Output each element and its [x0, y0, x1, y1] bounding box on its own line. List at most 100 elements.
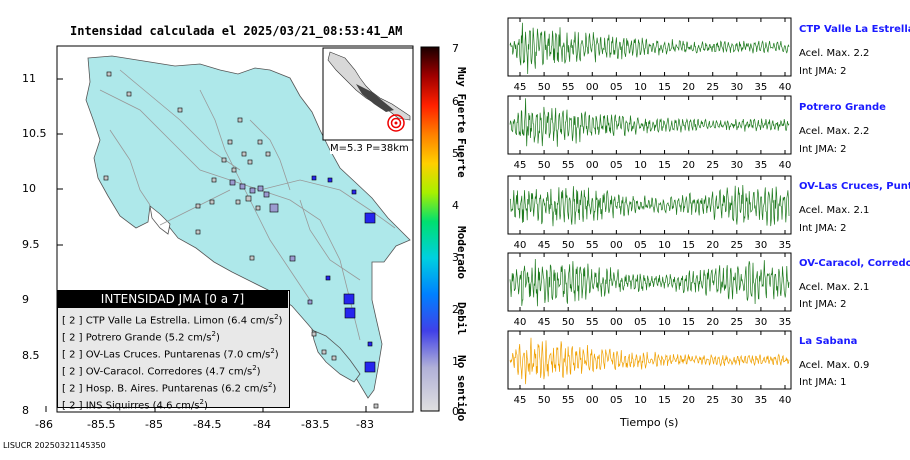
- time-tick-label: 25: [706, 82, 719, 93]
- time-axis-label: Tiempo (s): [620, 416, 679, 429]
- map-x-tick: -83: [356, 418, 374, 431]
- station-jma: Int JMA: 2: [799, 66, 847, 77]
- time-tick-label: 20: [682, 82, 695, 93]
- colorbar-label: No sentido: [455, 355, 468, 422]
- map-y-tick: 10: [22, 182, 36, 195]
- waveform-panel: 40 45 50 55 00 05 10 15 20 25 30 35: [507, 252, 792, 328]
- time-tick-label: 50: [538, 160, 551, 171]
- time-tick-label: 10: [634, 395, 647, 406]
- legend-item: [ 2 ] CTP Valle La Estrella. Limon (6.4 …: [62, 313, 283, 327]
- time-tick-label: 05: [634, 317, 647, 328]
- legend-panel: [57, 290, 290, 408]
- station-jma: Int JMA: 2: [799, 144, 847, 155]
- time-tick-label: 25: [706, 395, 719, 406]
- station-name: CTP Valle La Estrella, L: [799, 24, 910, 35]
- waveform-panel: 45 50 55 00 05 10 15 20 25 30 35 40: [507, 330, 792, 406]
- legend-title: INTENSIDAD JMA [0 a 7]: [57, 290, 288, 308]
- time-tick-label: 00: [610, 240, 623, 251]
- waveform-trace: [509, 337, 790, 385]
- legend-item: [ 2 ] INS Siquirres (4.6 cm/s2): [62, 398, 208, 412]
- station-name: La Sabana: [799, 336, 858, 347]
- time-tick-label: 15: [682, 240, 695, 251]
- time-tick-label: 30: [755, 240, 768, 251]
- station-acel: Acel. Max. 2.1: [799, 205, 870, 216]
- time-tick-label: 55: [562, 395, 575, 406]
- time-tick-label: 10: [658, 240, 671, 251]
- time-tick-label: 25: [730, 317, 743, 328]
- time-tick-label: 50: [538, 82, 551, 93]
- time-tick-label: 15: [658, 395, 671, 406]
- waveform-panel: 40 45 50 55 00 05 10 15 20 25 30 35: [507, 175, 792, 251]
- time-tick-label: 40: [779, 160, 792, 171]
- footer-id: LISUCR 20250321145350: [3, 441, 106, 450]
- time-tick-label: 05: [610, 160, 623, 171]
- colorbar-tick: 5: [452, 147, 459, 160]
- waveform-panel: 45 50 55 00 05 10 15 20 25 30 35 40: [507, 17, 792, 93]
- map-y-tick: 8.5: [22, 349, 40, 362]
- time-tick-label: 20: [706, 240, 719, 251]
- station-acel: Acel. Max. 2.2: [799, 48, 870, 59]
- time-tick-label: 30: [730, 160, 743, 171]
- map-x-tick: -84: [253, 418, 271, 431]
- time-tick-label: 45: [514, 160, 527, 171]
- waveform-trace: [509, 98, 790, 147]
- colorbar-tick: 0: [452, 405, 459, 418]
- waveform-trace: [509, 184, 790, 227]
- time-tick-label: 05: [634, 240, 647, 251]
- map-x-tick: -85.5: [87, 418, 116, 431]
- time-tick-label: 30: [730, 395, 743, 406]
- time-tick-label: 25: [730, 240, 743, 251]
- inset-magnitude-label: M=5.3 P=38km: [330, 143, 409, 154]
- legend-item: [ 2 ] Potrero Grande (5.2 cm/s2): [62, 330, 220, 344]
- map-y-tick: 9.5: [22, 238, 40, 251]
- time-tick-label: 50: [562, 317, 575, 328]
- intensity-colorbar: [420, 46, 440, 412]
- colorbar-label: Fuerte: [455, 138, 468, 178]
- epicenter-marker: [387, 114, 405, 132]
- time-tick-label: 35: [755, 395, 768, 406]
- station-name: OV-Las Cruces, Puntar: [799, 181, 910, 192]
- map-x-tick: -85: [145, 418, 163, 431]
- time-tick-label: 55: [562, 82, 575, 93]
- map-x-tick: -86: [35, 418, 53, 431]
- colorbar-label: Debil: [455, 302, 468, 336]
- time-tick-label: 55: [562, 160, 575, 171]
- station-acel: Acel. Max. 2.1: [799, 282, 870, 293]
- waveform-trace: [509, 22, 790, 75]
- time-tick-label: 40: [514, 317, 527, 328]
- station-name: OV-Caracol, Corredore: [799, 258, 910, 269]
- waveform-trace: [509, 258, 790, 307]
- time-tick-label: 20: [682, 160, 695, 171]
- station-markers: [103, 71, 379, 409]
- legend-item: [ 2 ] OV-Las Cruces. Puntarenas (7.0 cm/…: [62, 347, 279, 361]
- colorbar-tick: 2: [452, 303, 459, 316]
- costa-rica-landmass: [85, 55, 411, 399]
- colorbar-tick: 6: [452, 95, 459, 108]
- time-tick-label: 30: [730, 82, 743, 93]
- time-tick-label: 45: [514, 395, 527, 406]
- map-y-tick: 10.5: [22, 127, 47, 140]
- waveform-panels: 45 50 55 00 05 10 15 20 25 30 35 40 45 50 55 00 05 10 15 20…: [507, 17, 792, 406]
- time-tick-label: 45: [514, 82, 527, 93]
- colorbar-tick: 4: [452, 199, 459, 212]
- time-tick-label: 40: [779, 395, 792, 406]
- time-tick-label: 15: [682, 317, 695, 328]
- time-tick-label: 40: [779, 82, 792, 93]
- map-y-tick: 9: [22, 293, 29, 306]
- map-y-tick: 8: [22, 404, 29, 417]
- time-tick-label: 45: [538, 317, 551, 328]
- waveform-panel: 45 50 55 00 05 10 15 20 25 30 35 40: [507, 95, 792, 171]
- time-tick-label: 10: [658, 317, 671, 328]
- station-name: Potrero Grande: [799, 102, 886, 113]
- time-tick-label: 05: [610, 82, 623, 93]
- time-tick-label: 15: [658, 160, 671, 171]
- map-x-tick: -84.5: [193, 418, 222, 431]
- time-tick-label: 50: [538, 395, 551, 406]
- colorbar-tick: 7: [452, 42, 459, 55]
- time-tick-label: 00: [586, 160, 599, 171]
- station-acel: Acel. Max. 0.9: [799, 360, 870, 371]
- station-jma: Int JMA: 2: [799, 223, 847, 234]
- time-tick-label: 55: [586, 317, 599, 328]
- time-tick-label: 20: [706, 317, 719, 328]
- legend-item: [ 2 ] OV-Caracol. Corredores (4.7 cm/s2): [62, 364, 261, 378]
